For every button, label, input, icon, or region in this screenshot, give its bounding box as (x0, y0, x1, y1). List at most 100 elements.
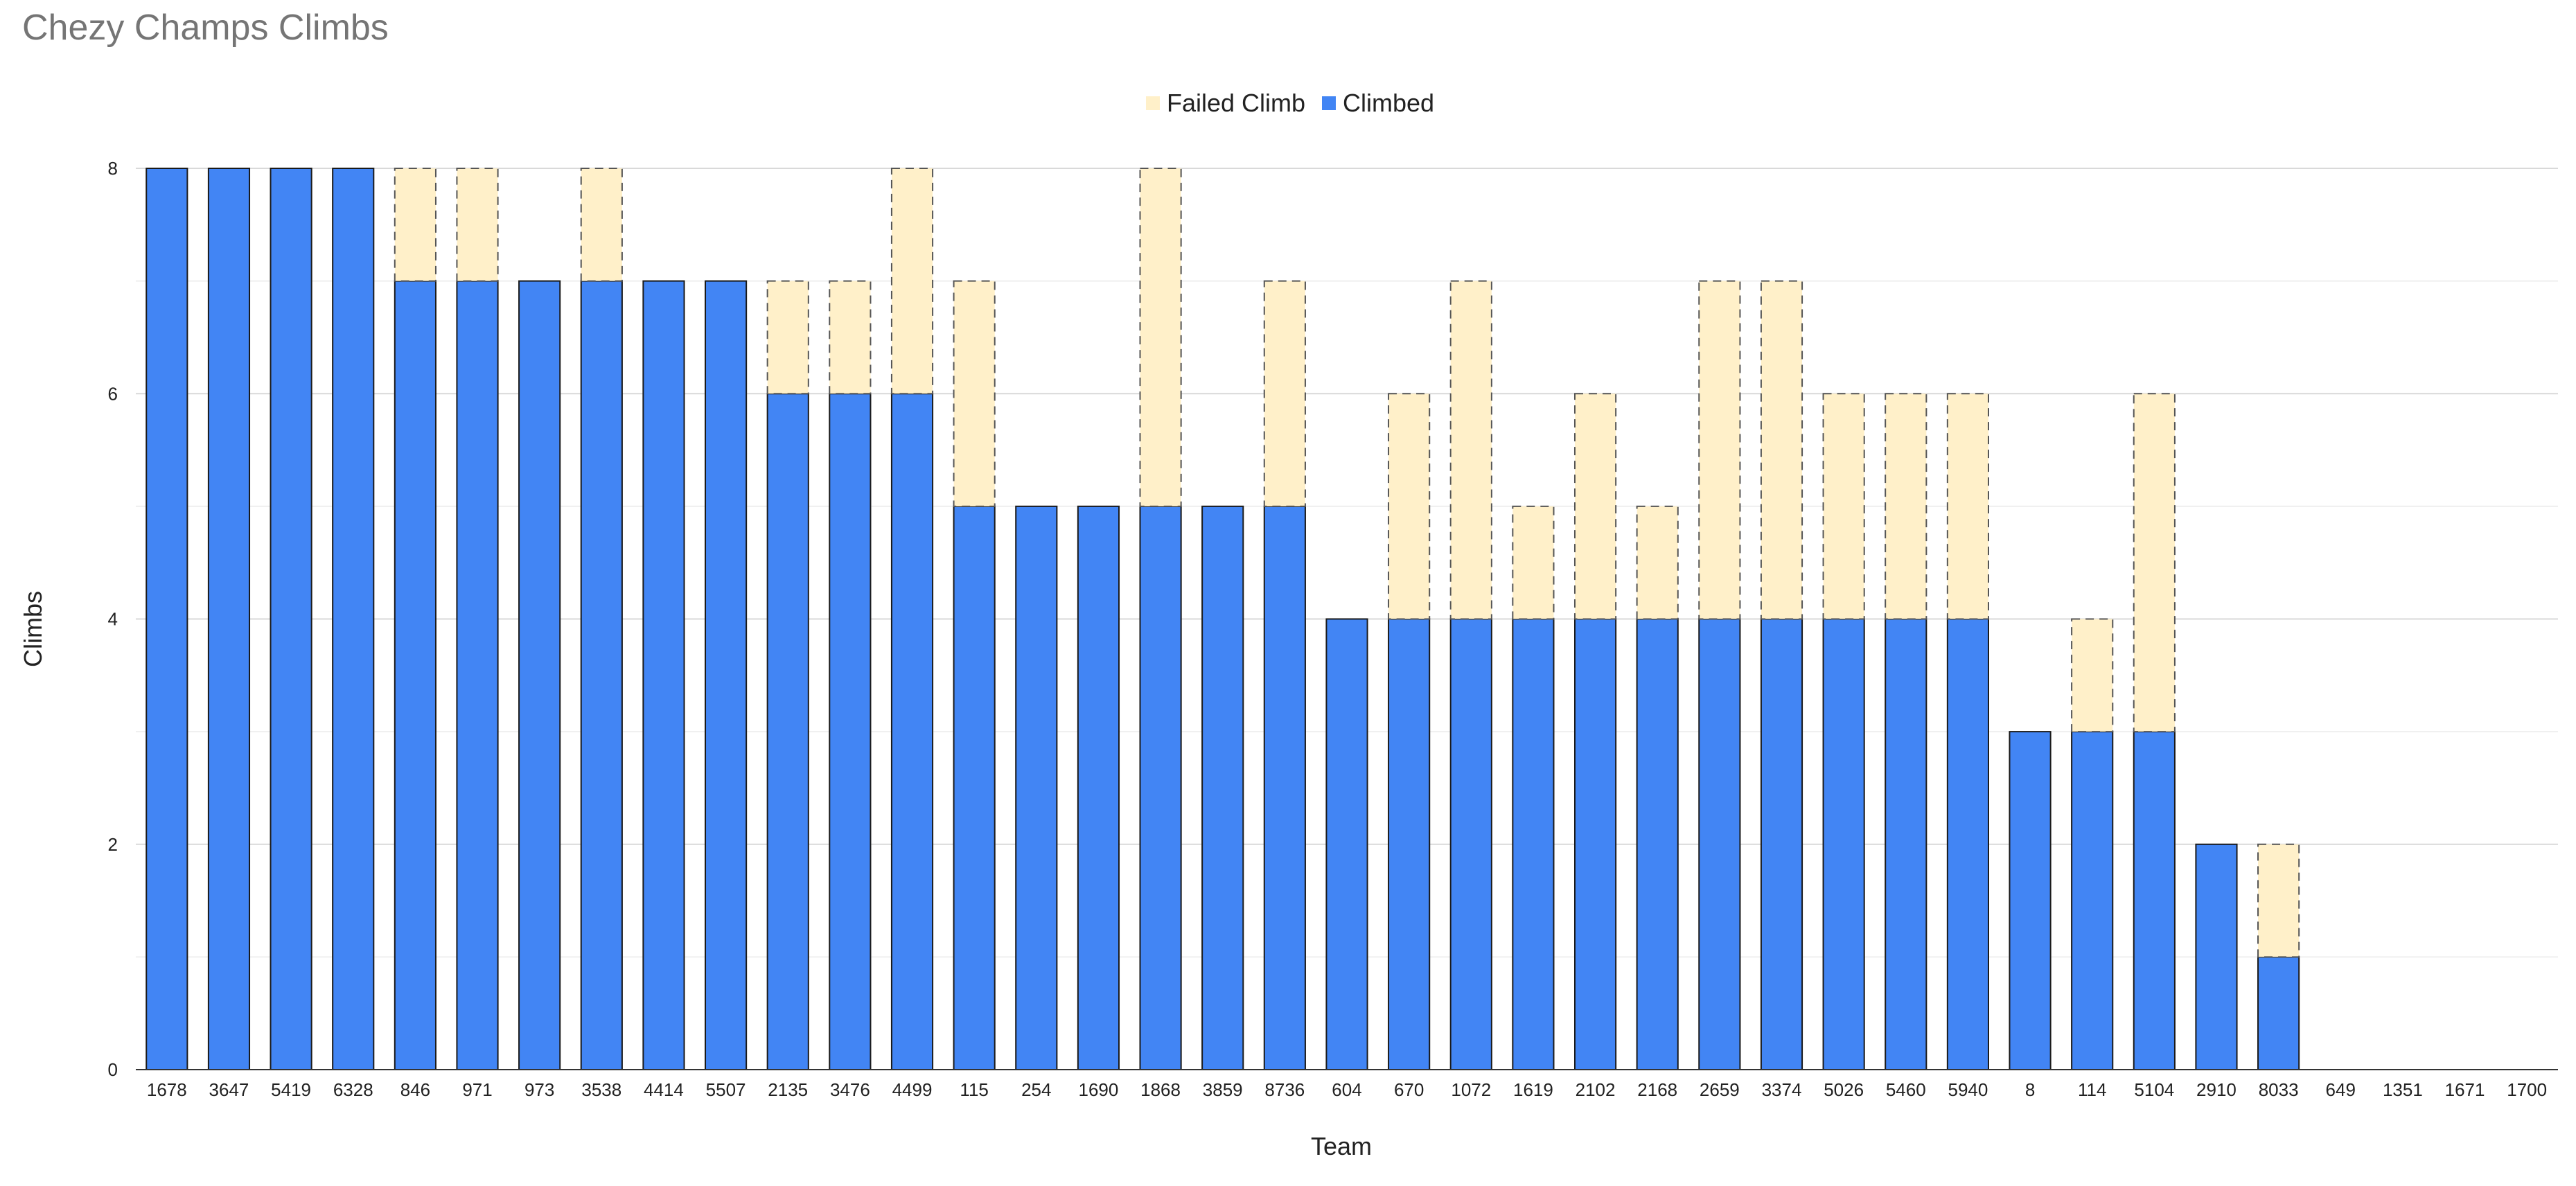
x-tick-label: 8 (2025, 1079, 2035, 1100)
x-tick-label: 5940 (1948, 1079, 1988, 1100)
x-tick-label: 3476 (830, 1079, 870, 1100)
x-tick-label: 1700 (2507, 1079, 2547, 1100)
chart-title: Chezy Champs Climbs (22, 8, 389, 48)
bar-climbed (145, 168, 188, 1070)
x-tick-label: 6328 (333, 1079, 373, 1100)
bar-climbed (207, 168, 251, 1070)
axes: 0 2 4 6 8 1678 3647 5419 6328 846 971 973 3538 4414 55… (108, 158, 2558, 1100)
y-axis-title: Climbs (19, 591, 47, 667)
bar-failed-climb (1946, 393, 1989, 620)
x-tick-label: 5104 (2134, 1079, 2174, 1100)
x-tick-label: 1678 (147, 1079, 187, 1100)
bar-climbed (1760, 618, 1803, 1070)
bar-failed-climb (1263, 280, 1306, 507)
y-tick-label: 6 (108, 383, 118, 404)
y-tick-label: 0 (108, 1059, 118, 1080)
bar-climbed (829, 393, 872, 1070)
bar-climbed (642, 280, 685, 1070)
x-tick-label: 3647 (209, 1079, 249, 1100)
bar-climbed (456, 280, 499, 1070)
x-tick-label: 1868 (1140, 1079, 1181, 1100)
x-tick-label: 5419 (271, 1079, 311, 1100)
bar-climbed (1015, 505, 1058, 1070)
bar-failed-climb (1885, 393, 1927, 620)
legend-label-failed-climb: Failed Climb (1167, 89, 1305, 117)
x-tick-label: 3374 (1762, 1079, 1802, 1100)
bar-climbed (2009, 731, 2052, 1070)
bar-climbed (953, 505, 996, 1070)
bar-failed-climb (2257, 843, 2300, 958)
bar-failed-climb (1388, 393, 1431, 620)
x-tick-label: 846 (400, 1079, 430, 1100)
bar-climbed (1388, 618, 1431, 1070)
bar-climbed (1077, 505, 1120, 1070)
bar-climbed (2133, 731, 2176, 1070)
bar-climbed (1449, 618, 1492, 1070)
bar-climbed (1636, 618, 1679, 1070)
bar-climbed (2257, 956, 2300, 1070)
bar-climbed (1573, 618, 1617, 1070)
bar-failed-climb (394, 168, 436, 282)
bar-failed-climb (1512, 505, 1555, 620)
x-tick-label: 3538 (581, 1079, 621, 1100)
y-tick-label: 2 (108, 834, 118, 855)
x-tick-label: 1351 (2383, 1079, 2423, 1100)
bar-climbed (580, 280, 623, 1070)
bar-failed-climb (829, 280, 872, 395)
x-tick-label: 5507 (706, 1079, 746, 1100)
y-tick-label: 8 (108, 158, 118, 179)
bar-climbed (890, 393, 934, 1070)
bar-failed-climb (2133, 393, 2176, 733)
x-tick-label: 1619 (1513, 1079, 1553, 1100)
x-tick-label: 5460 (1886, 1079, 1926, 1100)
bar-failed-climb (1760, 280, 1803, 620)
x-tick-label: 2135 (768, 1079, 808, 1100)
x-tick-label: 115 (960, 1079, 988, 1100)
bar-failed-climb (1449, 280, 1492, 620)
bar-climbed (332, 168, 375, 1070)
legend-label-climbed: Climbed (1343, 89, 1434, 117)
bars (145, 168, 2300, 1070)
x-tick-label: 4414 (644, 1079, 684, 1100)
bar-climbed (1201, 505, 1244, 1070)
legend: Failed Climb Climbed (1146, 89, 1434, 117)
x-tick-label: 114 (2078, 1079, 2106, 1100)
bar-climbed (1698, 618, 1741, 1070)
bar-climbed (1263, 505, 1306, 1070)
x-tick-label: 8033 (2259, 1079, 2299, 1100)
legend-swatch-climbed (1322, 96, 1336, 110)
bar-climbed (1325, 618, 1368, 1070)
bar-climbed (2071, 731, 2114, 1070)
bar-climbed (766, 393, 809, 1070)
bar-climbed (1946, 618, 1989, 1070)
bar-climbed (1822, 618, 1865, 1070)
bar-climbed (2195, 843, 2238, 1070)
bar-failed-climb (890, 168, 934, 395)
x-tick-label: 8736 (1264, 1079, 1305, 1100)
bar-climbed (1885, 618, 1927, 1070)
x-tick-label: 670 (1394, 1079, 1424, 1100)
x-tick-label: 1690 (1079, 1079, 1119, 1100)
x-tick-label: 604 (1332, 1079, 1361, 1100)
x-tick-label: 649 (2326, 1079, 2356, 1100)
x-tick-label: 254 (1021, 1079, 1051, 1100)
bar-climbed (270, 168, 312, 1070)
x-tick-label: 2659 (1700, 1079, 1740, 1100)
bar-failed-climb (1573, 393, 1617, 620)
bar-failed-climb (580, 168, 623, 282)
x-tick-label: 2102 (1576, 1079, 1616, 1100)
y-tick-label: 4 (108, 609, 118, 630)
x-tick-label: 971 (462, 1079, 492, 1100)
x-tick-label: 1671 (2445, 1079, 2485, 1100)
bar-climbed (705, 280, 748, 1070)
x-tick-label: 973 (524, 1079, 554, 1100)
x-tick-label: 4499 (892, 1079, 933, 1100)
x-tick-label: 2910 (2196, 1079, 2237, 1100)
bar-climbed (518, 280, 561, 1070)
bar-failed-climb (1139, 168, 1182, 507)
x-axis-title: Team (1311, 1132, 1372, 1160)
bar-failed-climb (1698, 280, 1741, 620)
bar-failed-climb (456, 168, 499, 282)
bar-climbed (1512, 618, 1555, 1070)
